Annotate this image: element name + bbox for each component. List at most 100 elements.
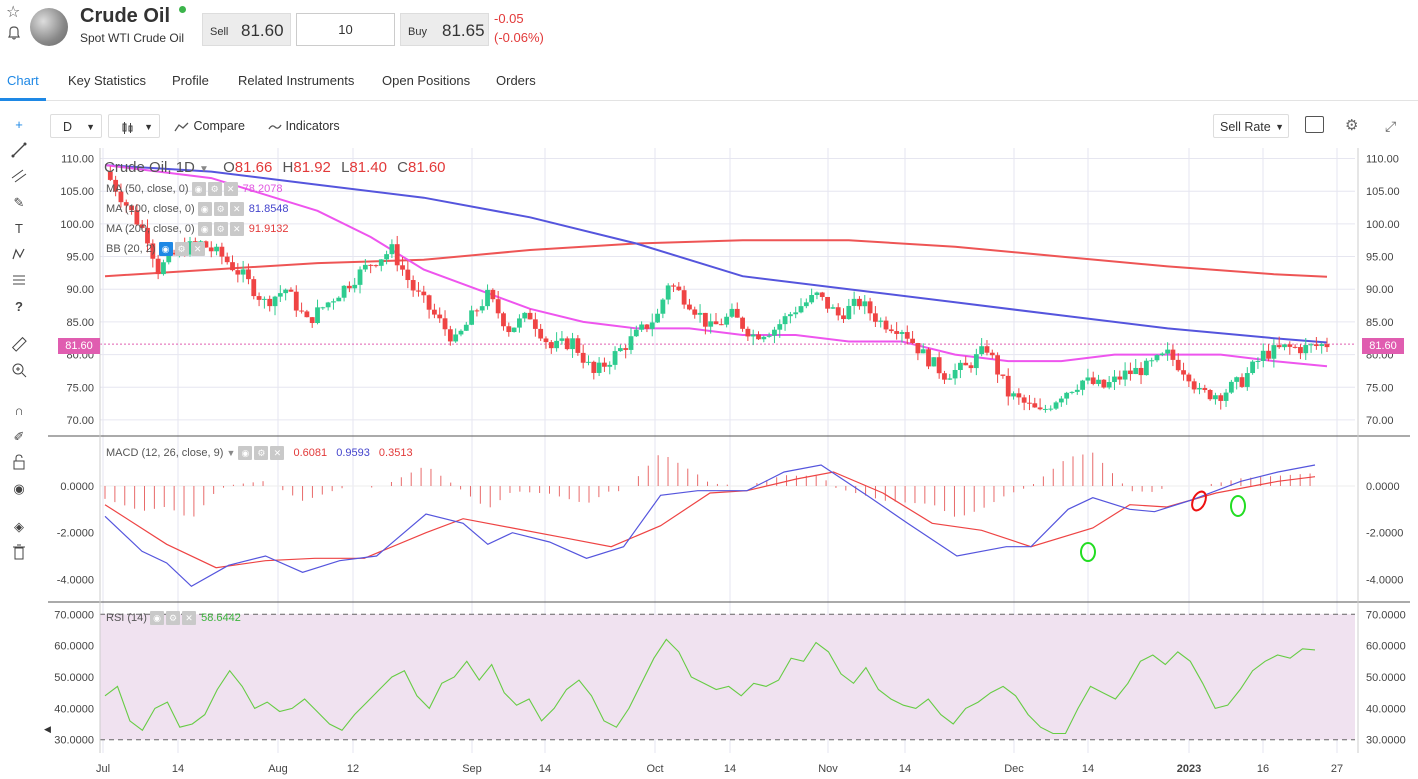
x-tick-label: 27	[1331, 763, 1343, 775]
channel-icon[interactable]	[10, 168, 28, 186]
candle-body	[676, 286, 682, 291]
candle-body	[384, 254, 389, 260]
candle-body	[309, 317, 315, 324]
pattern-icon[interactable]	[10, 246, 28, 264]
text-tool-icon[interactable]: T	[15, 221, 23, 236]
indicators-button[interactable]: Indicators	[268, 114, 340, 138]
candle-body	[655, 313, 660, 323]
candle-body	[1186, 374, 1192, 382]
sell-label: Sell	[210, 26, 229, 38]
close-icon: ✕	[190, 242, 205, 256]
candle-body	[1191, 381, 1197, 390]
annotation-circle-green	[1230, 495, 1246, 517]
candle-body	[777, 324, 783, 330]
candle-body	[575, 338, 581, 353]
sell-price: 81.60	[241, 21, 284, 40]
candle-body	[1080, 380, 1085, 390]
lock-drawing-icon[interactable]: ✐	[13, 429, 25, 444]
help-icon[interactable]: ?	[15, 299, 23, 314]
bell-icon[interactable]	[6, 24, 22, 44]
compare-button[interactable]: Compare	[174, 114, 245, 138]
y-tick-label: -2.0000	[1366, 528, 1403, 540]
ruler-icon[interactable]	[10, 336, 28, 354]
tab-orders[interactable]: Orders	[496, 73, 536, 88]
candle-body	[208, 247, 214, 252]
tab-open-positions[interactable]: Open Positions	[382, 73, 471, 88]
candle-body	[580, 352, 586, 363]
compare-label: Compare	[193, 119, 245, 133]
candle-body	[357, 269, 363, 285]
ma50-label: MA (50, close, 0)	[106, 182, 189, 195]
indicator-controls[interactable]: ◉ ⚙ ✕	[158, 242, 207, 256]
rate-type-value: Sell Rate	[1220, 120, 1271, 134]
candle-body	[772, 329, 777, 336]
interval-dropdown[interactable]: D ▼	[50, 114, 102, 138]
candle-body	[1122, 370, 1128, 380]
fullscreen-frame-icon[interactable]	[1305, 116, 1324, 133]
candle-body	[1064, 392, 1070, 399]
y-tick-label: 70.00	[1366, 415, 1394, 427]
star-icon[interactable]: ☆	[6, 4, 21, 21]
candle-body	[1143, 360, 1149, 376]
trash-icon[interactable]	[10, 544, 28, 562]
x-tick-label: 12	[347, 763, 359, 775]
expand-icon[interactable]: ⤢	[1385, 118, 1397, 134]
candle-body	[362, 264, 368, 270]
trend-line-icon[interactable]	[10, 142, 28, 160]
indicator-controls[interactable]: ◉ ⚙ ✕	[197, 222, 246, 236]
rsi-band	[100, 613, 1355, 741]
magnet-icon[interactable]: ∩	[14, 403, 24, 418]
candle-body	[432, 309, 437, 315]
gear-icon: ⚙	[207, 182, 222, 196]
candle-body	[522, 312, 528, 319]
ma100-legend: MA (100, close, 0) ◉ ⚙ ✕ 81.8548	[106, 202, 289, 216]
crosshair-icon[interactable]: +	[15, 117, 23, 132]
eye-icon[interactable]: ◉	[13, 481, 25, 496]
rate-type-dropdown[interactable]: Sell Rate ▼	[1213, 114, 1289, 138]
candle-body	[267, 298, 273, 307]
y-tick-label: 40.0000	[54, 703, 94, 715]
candle-body	[1250, 361, 1256, 374]
zoom-in-icon[interactable]	[10, 362, 28, 380]
active-tab-indicator	[0, 98, 46, 101]
brush-icon[interactable]: ✎	[13, 195, 25, 210]
candle-body	[649, 322, 655, 329]
high-value: 81.92	[293, 159, 331, 176]
y-tick-label: 110.00	[1366, 154, 1399, 166]
tab-profile[interactable]: Profile	[172, 73, 209, 88]
candle-body	[628, 336, 634, 350]
indicator-controls[interactable]: ◉ ⚙ ✕	[150, 611, 198, 625]
y-tick-label: -2.0000	[57, 528, 94, 540]
x-tick-label: Sep	[462, 763, 482, 775]
indicator-controls[interactable]: ◉ ⚙ ✕	[238, 446, 286, 460]
macd-line	[104, 464, 1316, 588]
candle-body	[787, 314, 793, 317]
lock-icon[interactable]	[10, 454, 28, 472]
tab-related-instruments[interactable]: Related Instruments	[238, 73, 355, 88]
y-tick-label: 95.00	[66, 252, 94, 264]
indicator-controls[interactable]: ◉ ⚙ ✕	[191, 182, 240, 196]
tab-key-statistics[interactable]: Key Statistics	[68, 73, 147, 88]
eye-icon: ◉	[191, 182, 206, 196]
quantity-input[interactable]: 10	[296, 13, 395, 46]
layers-icon[interactable]: ◈	[14, 519, 24, 534]
candle-body	[405, 269, 411, 281]
candle-body	[485, 289, 490, 307]
candle-body	[942, 373, 947, 380]
candle-body	[256, 296, 262, 300]
buy-button[interactable]: Buy 81.65	[400, 13, 489, 46]
indicator-controls[interactable]: ◉ ⚙ ✕	[197, 202, 246, 216]
chart-type-dropdown[interactable]: ▼	[108, 114, 160, 138]
fibonacci-icon[interactable]	[10, 272, 28, 290]
candle-body	[1255, 360, 1261, 362]
candle-body	[888, 329, 894, 332]
candle-body	[1298, 347, 1303, 354]
y-tick-label: 70.0000	[1366, 609, 1406, 621]
sell-button[interactable]: Sell 81.60	[202, 13, 291, 46]
candle-body	[1016, 393, 1022, 398]
tab-chart[interactable]: Chart	[7, 73, 39, 88]
chevron-down-icon: ▼	[144, 122, 153, 132]
chart-canvas[interactable]: Jul 14 Aug 12 Sep 14 Oct 14 Nov 14 Dec 14 2023 16 27 11…	[0, 148, 1418, 779]
settings-icon[interactable]: ⚙	[1345, 117, 1359, 134]
candle-body	[320, 307, 326, 309]
